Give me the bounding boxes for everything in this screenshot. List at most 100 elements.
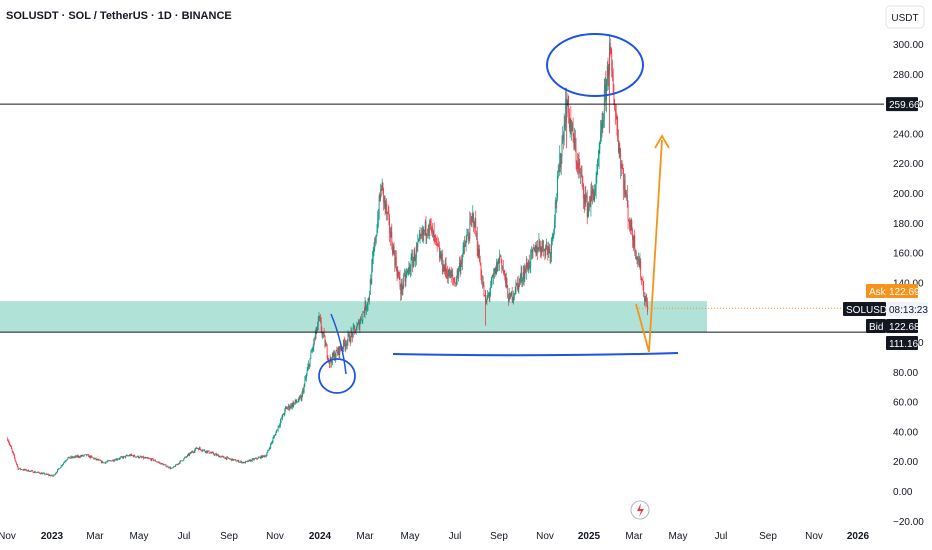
candle-body: [126, 455, 127, 456]
candle-body: [182, 460, 184, 461]
candle-body: [495, 268, 497, 274]
candle-body: [528, 260, 530, 267]
candle-body: [178, 463, 179, 465]
candle-body: [115, 459, 116, 461]
candle-body: [252, 458, 254, 460]
candle-body: [513, 294, 515, 299]
candle-body: [177, 464, 179, 465]
candle-body: [551, 238, 552, 254]
candle-body: [169, 467, 171, 469]
candle-body: [272, 438, 274, 442]
candle-body: [641, 279, 643, 281]
candle-body: [27, 469, 29, 471]
candle-body: [624, 180, 626, 194]
candle-body: [505, 273, 506, 283]
candle-body: [516, 282, 518, 284]
candle-body: [254, 458, 256, 460]
candle-body: [619, 148, 621, 154]
candle-body: [96, 459, 98, 460]
candle-body: [297, 401, 298, 403]
candle-body: [262, 455, 263, 458]
candle-body: [488, 294, 490, 296]
candle-body: [16, 462, 17, 465]
candle-body: [302, 390, 304, 392]
candle-body: [36, 472, 38, 473]
candle-body: [422, 229, 424, 236]
candle-body: [258, 457, 260, 458]
candle-body: [347, 334, 349, 341]
currency-button[interactable]: [885, 5, 925, 29]
candle-body: [134, 455, 136, 457]
candle-body: [523, 272, 525, 279]
candle-body: [19, 468, 20, 469]
candle-body: [79, 457, 81, 458]
candle-body: [266, 452, 268, 456]
candle-body: [52, 476, 54, 477]
candle-body: [238, 460, 240, 463]
candle-body: [408, 267, 410, 269]
candle-body: [112, 459, 113, 461]
candle-body: [557, 175, 558, 198]
candle-body: [392, 246, 394, 255]
candle-body: [479, 248, 480, 262]
candle-body: [230, 458, 232, 461]
candle-body: [531, 250, 533, 253]
candle-body: [345, 344, 347, 348]
candle-body: [309, 358, 311, 367]
candle-body: [202, 449, 204, 451]
candle-body: [512, 298, 514, 301]
candle-body: [484, 295, 486, 297]
candle-body: [109, 460, 111, 462]
candle-body: [454, 282, 456, 284]
candle-body: [323, 332, 324, 334]
currency-button-label: USDT: [891, 13, 918, 24]
candle-body: [440, 254, 442, 261]
candle-body: [570, 118, 572, 132]
candle-body: [456, 270, 458, 279]
candle-body: [282, 414, 284, 415]
candle-body: [131, 454, 133, 456]
candle-body: [464, 244, 466, 247]
candle-body: [524, 268, 526, 279]
candle-body: [340, 346, 341, 349]
candle-body: [82, 455, 84, 456]
candle-body: [288, 405, 289, 408]
candle-body: [478, 248, 480, 257]
candle-body: [67, 457, 69, 459]
y-tick-label: 40.00: [893, 427, 918, 438]
candle-body: [414, 251, 416, 261]
candle-body: [48, 474, 49, 476]
candle-body: [445, 263, 447, 272]
candle-body: [481, 276, 483, 283]
candle-body: [646, 298, 648, 303]
candle-body: [427, 230, 429, 234]
candle-body: [156, 461, 158, 463]
candle-body: [165, 464, 167, 467]
candle-body: [496, 262, 497, 274]
candle-body: [606, 79, 607, 101]
candle-body: [612, 76, 614, 94]
candle-body: [11, 448, 13, 452]
candle-body: [59, 468, 61, 469]
candle-body: [142, 456, 144, 458]
bid-price-tag-bg: [886, 319, 918, 333]
candle-body: [592, 188, 594, 194]
candle-body: [133, 455, 135, 457]
candle-body: [233, 459, 235, 461]
candle-body: [571, 128, 573, 132]
candle-body: [193, 451, 195, 453]
candle-body: [612, 71, 613, 77]
candle-body: [425, 221, 427, 237]
candle-body: [172, 467, 174, 469]
candle-body: [508, 297, 509, 303]
candle-body: [385, 203, 387, 207]
candle-body: [441, 253, 442, 261]
candle-body: [407, 268, 409, 271]
candle-body: [400, 287, 402, 295]
candle-body: [49, 474, 51, 476]
candles-layer: [7, 34, 648, 477]
x-tick-label: Mar: [625, 531, 643, 542]
candle-body: [230, 458, 231, 460]
candle-body: [297, 401, 299, 402]
